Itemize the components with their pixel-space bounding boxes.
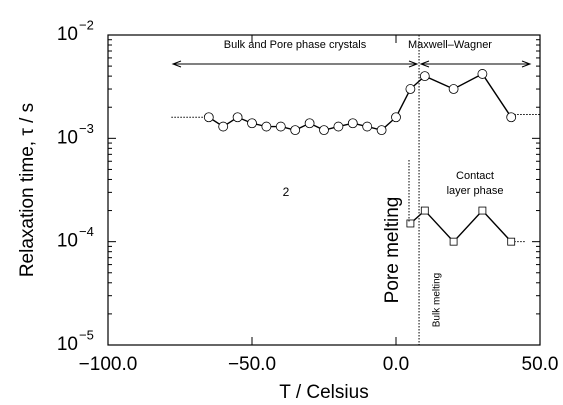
y-tick-label: 10 xyxy=(57,127,78,148)
circle-marker xyxy=(391,112,401,123)
y-tick-exponent: −4 xyxy=(79,224,94,239)
annotation: 2 xyxy=(283,185,290,199)
y-tick-base: 10 xyxy=(57,334,78,355)
y-tick-label: 10 xyxy=(57,24,78,45)
x-tick-label: −50.0 xyxy=(228,354,276,375)
y-tick-exponent: −5 xyxy=(79,327,94,342)
circle-marker xyxy=(247,118,257,129)
square-marker xyxy=(507,237,516,246)
circle-marker xyxy=(290,125,301,136)
circle-marker xyxy=(261,121,272,132)
x-tick-label: 0.0 xyxy=(383,354,409,375)
circle-marker xyxy=(405,84,416,94)
square-marker xyxy=(478,206,487,215)
circle-marker xyxy=(304,118,315,129)
y-axis-label: Relaxation time, τ / s xyxy=(17,103,38,277)
circle-marker xyxy=(333,121,344,132)
circle-marker xyxy=(376,125,387,136)
circle-marker xyxy=(347,118,358,129)
circle-marker xyxy=(218,121,229,132)
plot-frame xyxy=(107,34,541,346)
square-marker xyxy=(449,237,458,246)
y-tick-label: 10 xyxy=(57,231,78,252)
arrow-head xyxy=(419,60,430,68)
y-tick-base: 10 xyxy=(57,231,78,252)
annotation: Bulk melting xyxy=(432,273,443,327)
annotation-line: Contact xyxy=(456,170,494,182)
annotation: Contact layer phase xyxy=(447,170,504,197)
annotation: Pore melting xyxy=(382,197,403,304)
circle-marker xyxy=(203,112,214,123)
y-tick-label: 10 xyxy=(57,334,78,355)
annotation: Bulk and Pore phase crystals xyxy=(224,39,367,51)
y-tick-base: 10 xyxy=(57,24,78,45)
circle-marker xyxy=(232,112,243,123)
arrow-head xyxy=(408,60,419,68)
circle-marker xyxy=(477,69,488,79)
x-axis-label: T / Celsius xyxy=(279,382,368,403)
circle-marker xyxy=(362,121,373,132)
arrow-head xyxy=(171,60,182,68)
series-line xyxy=(409,209,512,243)
circle-marker xyxy=(319,125,329,136)
circle-marker xyxy=(506,112,517,123)
y-tick-exponent: −2 xyxy=(79,17,94,32)
arrow-head xyxy=(521,60,532,68)
square-marker xyxy=(406,219,415,228)
y-tick-exponent: −3 xyxy=(79,121,94,136)
circle-marker xyxy=(275,121,286,132)
x-tick-label: −100.0 xyxy=(79,354,138,375)
y-tick-base: 10 xyxy=(57,127,78,148)
square-marker xyxy=(420,206,429,215)
annotation-line: layer phase xyxy=(447,185,504,197)
circle-marker xyxy=(419,71,430,82)
circle-marker xyxy=(448,84,459,94)
annotation: Maxwell–Wagner xyxy=(408,39,492,51)
x-tick-label: 50.0 xyxy=(522,354,559,375)
